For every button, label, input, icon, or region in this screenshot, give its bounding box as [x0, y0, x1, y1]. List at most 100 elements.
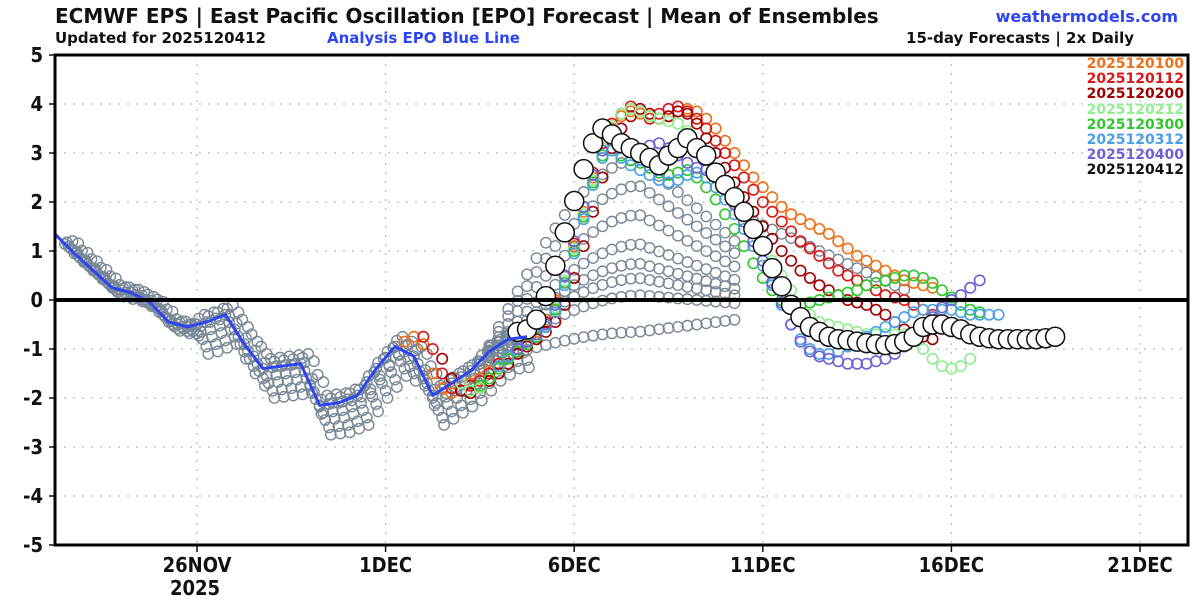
- older-run-point: [653, 193, 665, 206]
- older-run-point: [653, 219, 665, 232]
- older-run-point: [240, 352, 252, 365]
- older-run-point: [502, 310, 515, 323]
- older-run-point: [162, 312, 175, 325]
- forecast-point-2025120312: [577, 213, 590, 226]
- forecast-point-2025120112: [719, 147, 732, 160]
- older-run-point: [377, 352, 390, 365]
- older-run-point: [681, 319, 694, 332]
- older-run-point: [374, 373, 386, 386]
- older-run-point: [728, 313, 741, 326]
- older-run-point: [245, 328, 258, 341]
- older-run-point: [138, 286, 151, 298]
- forecast-point-2025120312: [888, 316, 901, 329]
- forecast-point-2025120100: [747, 171, 760, 184]
- forecast-point-2025120100: [728, 147, 741, 160]
- site-link[interactable]: weathermodels.com: [995, 7, 1178, 26]
- older-run-point: [328, 412, 341, 425]
- forecast-point-2025120400: [511, 342, 524, 355]
- latest-run-point: [554, 222, 576, 243]
- older-run-point: [587, 252, 599, 264]
- x-tick-sublabel: 2025: [170, 576, 220, 600]
- older-run-point: [232, 330, 245, 343]
- forecast-point-2025120400: [653, 137, 666, 150]
- forecast-point-2025120100: [417, 338, 430, 351]
- older-run-point: [662, 224, 675, 237]
- older-run-point: [242, 321, 254, 333]
- forecast-point-2025120300: [935, 284, 948, 297]
- forecast-point-2025120200: [775, 245, 788, 258]
- forecast-point-2025120212: [634, 105, 647, 118]
- forecast-point-2025120212: [917, 342, 930, 355]
- forecast-point-2025120100: [436, 382, 449, 395]
- older-run-point: [407, 367, 420, 380]
- older-run-point: [258, 379, 271, 392]
- forecast-point-2025120100: [426, 367, 439, 380]
- y-tick-label: -1: [23, 337, 43, 361]
- older-run-point: [68, 244, 81, 257]
- forecast-point-2025120300: [926, 276, 939, 289]
- forecast-point-2025120312: [964, 308, 977, 321]
- forecast-point-2025120100: [822, 227, 835, 240]
- forecast-point-2025120312: [973, 308, 986, 321]
- forecast-point-2025120100: [803, 218, 816, 231]
- older-run-point: [596, 193, 609, 206]
- older-run-point: [709, 316, 722, 329]
- forecast-point-2025120312: [624, 159, 637, 172]
- legend-entry: 2025120412: [1086, 162, 1184, 179]
- forecast-point-2025120200: [785, 254, 798, 267]
- older-run-point: [385, 366, 398, 379]
- older-run-point: [587, 329, 599, 342]
- forecast-point-2025120312: [568, 247, 581, 260]
- y-tick-label: 5: [30, 43, 43, 67]
- older-run-point: [681, 194, 694, 207]
- forecast-point-2025120200: [803, 271, 816, 284]
- forecast-point-2025120400: [794, 335, 807, 348]
- older-run-point: [709, 233, 722, 246]
- older-run-point: [615, 274, 628, 286]
- older-run-point: [624, 180, 637, 193]
- forecast-point-2025120112: [785, 225, 798, 238]
- older-run-point: [662, 322, 675, 334]
- older-run-point: [238, 338, 251, 350]
- forecast-point-2025120112: [436, 367, 449, 380]
- forecast-point-2025120200: [700, 132, 713, 145]
- older-run-point: [334, 427, 347, 440]
- older-run-point: [728, 282, 741, 295]
- latest-run-point: [582, 132, 604, 154]
- forecast-point-2025120112: [737, 171, 750, 184]
- x-tick-label: 6DEC: [548, 553, 601, 577]
- y-tick-label: 2: [30, 190, 43, 214]
- forecast-point-2025120112: [832, 264, 845, 277]
- forecast-point-2025120100: [719, 134, 732, 147]
- forecast-point-2025120112: [775, 215, 788, 228]
- latest-run-point: [761, 257, 783, 279]
- forecast-point-2025120112: [803, 242, 816, 255]
- older-run-point: [700, 245, 713, 258]
- older-run-point: [81, 246, 94, 259]
- older-run-point: [624, 272, 637, 285]
- forecast-point-2025120300: [851, 284, 864, 297]
- older-run-point: [251, 335, 264, 348]
- forecast-point-2025120312: [671, 173, 684, 186]
- latest-run-point: [545, 255, 566, 276]
- older-run-point: [615, 326, 628, 339]
- older-run-point: [332, 420, 345, 433]
- x-tick-label: 21DEC: [1107, 553, 1172, 577]
- older-run-point: [279, 367, 292, 380]
- forecast-point-2025120200: [690, 117, 703, 130]
- older-run-point: [455, 399, 467, 412]
- y-tick-label: 4: [30, 92, 43, 116]
- older-run-point: [700, 317, 713, 330]
- older-run-point: [690, 282, 703, 295]
- forecast-point-2025120200: [869, 303, 882, 316]
- older-run-point: [277, 390, 290, 403]
- older-run-point: [690, 318, 703, 331]
- older-run-point: [287, 389, 300, 402]
- forecast-point-2025120112: [813, 249, 826, 262]
- older-run-point: [202, 347, 215, 360]
- analysis-line: [53, 232, 528, 407]
- older-run-point: [643, 260, 656, 273]
- older-run-point: [540, 339, 552, 351]
- forecast-point-2025120312: [898, 311, 911, 324]
- older-run-point: [430, 367, 443, 380]
